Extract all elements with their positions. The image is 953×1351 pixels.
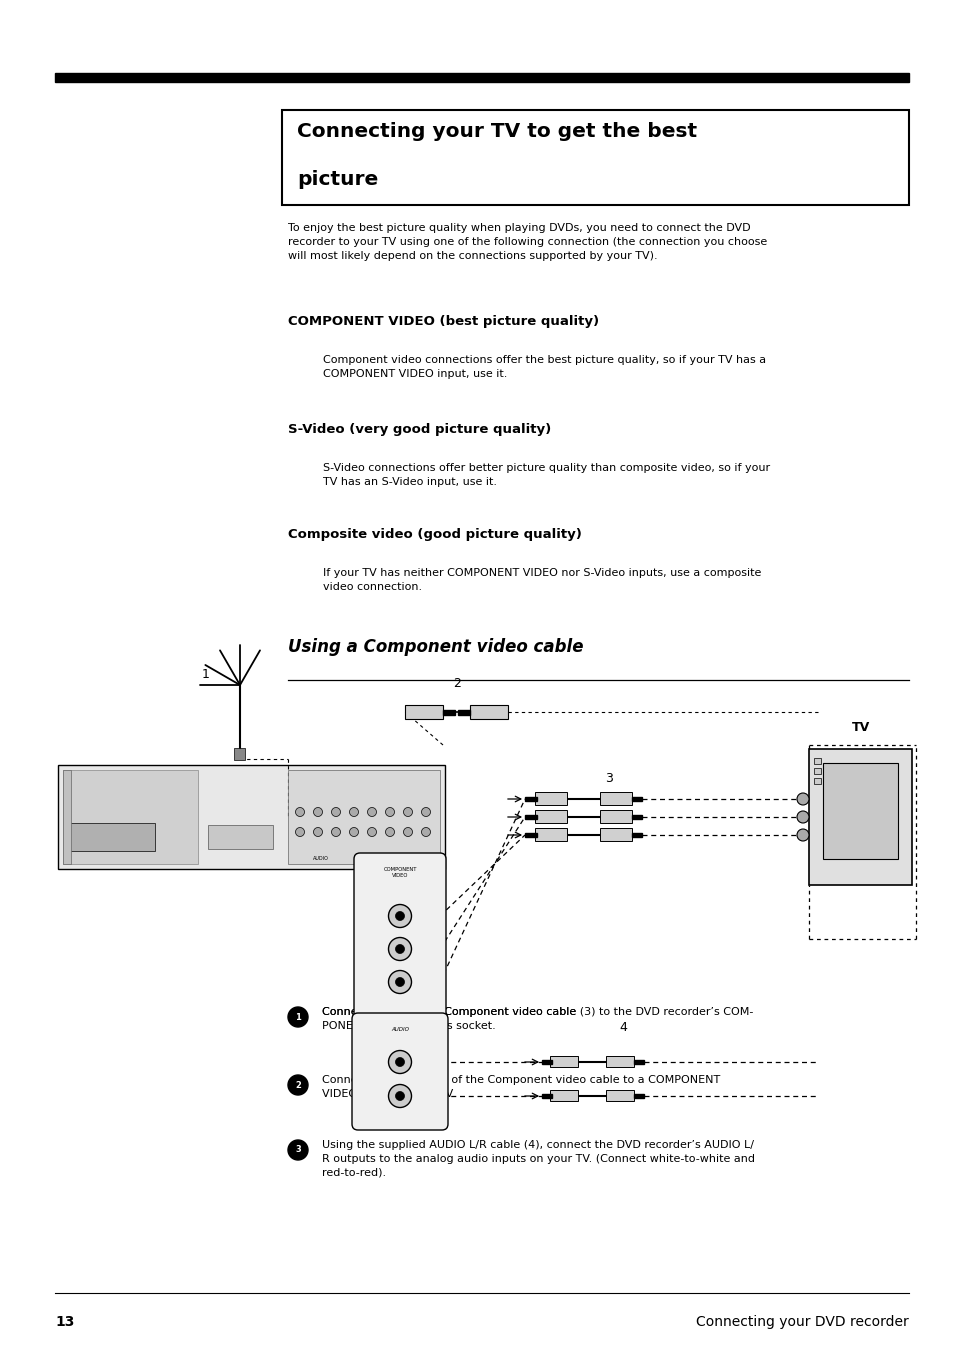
Text: Connect the other end of the Component video cable to a COMPONENT
VIDEO input on: Connect the other end of the Component v… xyxy=(322,1075,720,1098)
Bar xyxy=(524,797,537,801)
Circle shape xyxy=(403,808,412,816)
Circle shape xyxy=(367,808,376,816)
Circle shape xyxy=(388,938,411,961)
Circle shape xyxy=(796,811,808,823)
Circle shape xyxy=(367,828,376,836)
Bar xyxy=(58,765,444,869)
Bar xyxy=(208,825,273,848)
Text: S-Video (very good picture quality): S-Video (very good picture quality) xyxy=(288,423,551,436)
Bar xyxy=(634,1061,643,1065)
Bar xyxy=(55,73,908,82)
Bar xyxy=(405,705,442,719)
Text: Connect the supplied Component video cable: Connect the supplied Component video cab… xyxy=(322,1006,579,1017)
FancyBboxPatch shape xyxy=(352,1013,448,1129)
Bar xyxy=(442,709,455,715)
Circle shape xyxy=(395,944,404,954)
Bar xyxy=(822,763,897,859)
Circle shape xyxy=(349,828,358,836)
Bar xyxy=(605,1090,634,1101)
Circle shape xyxy=(288,1006,308,1027)
Bar xyxy=(550,1090,578,1101)
Text: 2: 2 xyxy=(294,1081,300,1089)
Text: 1: 1 xyxy=(202,669,210,681)
Circle shape xyxy=(403,828,412,836)
Text: AUDIO: AUDIO xyxy=(313,857,329,861)
Circle shape xyxy=(796,793,808,805)
Bar xyxy=(234,748,245,761)
Text: COMPONENT
VIDEO: COMPONENT VIDEO xyxy=(383,867,416,878)
Text: COMPONENT VIDEO (best picture quality): COMPONENT VIDEO (best picture quality) xyxy=(288,315,598,328)
Circle shape xyxy=(796,830,808,842)
Text: AUDIO: AUDIO xyxy=(391,1027,409,1032)
Circle shape xyxy=(314,828,322,836)
Bar xyxy=(808,748,911,885)
Text: 3: 3 xyxy=(604,773,612,785)
Bar xyxy=(524,832,537,838)
Bar xyxy=(63,770,198,865)
Bar xyxy=(813,758,821,765)
Bar xyxy=(634,1094,643,1098)
Bar xyxy=(813,778,821,784)
Circle shape xyxy=(388,1051,411,1074)
Text: 2: 2 xyxy=(453,677,461,690)
Bar xyxy=(288,770,439,865)
Circle shape xyxy=(395,1092,404,1101)
Text: To enjoy the best picture quality when playing DVDs, you need to connect the DVD: To enjoy the best picture quality when p… xyxy=(288,223,766,261)
Circle shape xyxy=(388,970,411,993)
Circle shape xyxy=(314,808,322,816)
Bar xyxy=(599,811,631,824)
Bar xyxy=(535,811,566,824)
Circle shape xyxy=(288,1075,308,1096)
Text: Using the supplied AUDIO L/R cable (4), connect the DVD recorder’s AUDIO L/
R ou: Using the supplied AUDIO L/R cable (4), … xyxy=(322,1140,754,1177)
Bar xyxy=(457,709,470,715)
Bar xyxy=(541,1061,552,1065)
Circle shape xyxy=(395,978,404,986)
Text: Connecting your TV to get the best: Connecting your TV to get the best xyxy=(296,122,697,141)
Bar xyxy=(631,815,641,819)
Text: 3: 3 xyxy=(294,1146,300,1155)
Bar xyxy=(599,828,631,842)
Bar xyxy=(605,1056,634,1067)
Text: Composite video (good picture quality): Composite video (good picture quality) xyxy=(288,528,581,540)
Circle shape xyxy=(295,828,304,836)
Bar xyxy=(813,767,821,774)
Text: TV: TV xyxy=(850,721,869,734)
FancyBboxPatch shape xyxy=(354,852,446,1020)
Circle shape xyxy=(421,808,430,816)
Bar xyxy=(470,705,507,719)
Circle shape xyxy=(288,1140,308,1161)
Bar xyxy=(282,109,908,205)
Circle shape xyxy=(385,828,395,836)
Text: 1: 1 xyxy=(294,1012,300,1021)
Bar xyxy=(524,815,537,819)
Text: Connect the supplied Component video cable (3) to the DVD recorder’s COM-
PONENT: Connect the supplied Component video cab… xyxy=(322,1006,753,1031)
Text: S-Video connections offer better picture quality than composite video, so if you: S-Video connections offer better picture… xyxy=(323,463,769,486)
Bar xyxy=(535,828,566,842)
Circle shape xyxy=(388,1085,411,1108)
Circle shape xyxy=(388,905,411,928)
Circle shape xyxy=(295,808,304,816)
Circle shape xyxy=(421,828,430,836)
Bar xyxy=(70,823,154,851)
Text: picture: picture xyxy=(296,170,377,189)
Bar xyxy=(550,1056,578,1067)
Circle shape xyxy=(395,912,404,920)
Text: If your TV has neither COMPONENT VIDEO nor S-Video inputs, use a composite
video: If your TV has neither COMPONENT VIDEO n… xyxy=(323,567,760,592)
Circle shape xyxy=(331,808,340,816)
Circle shape xyxy=(331,828,340,836)
Circle shape xyxy=(385,808,395,816)
Circle shape xyxy=(395,1058,404,1066)
Bar xyxy=(631,797,641,801)
Text: 13: 13 xyxy=(55,1315,74,1329)
Bar xyxy=(631,832,641,838)
Text: Using a Component video cable: Using a Component video cable xyxy=(288,638,583,657)
Bar xyxy=(535,793,566,805)
Text: 4: 4 xyxy=(618,1021,626,1034)
Bar xyxy=(599,793,631,805)
Text: Connecting your DVD recorder: Connecting your DVD recorder xyxy=(696,1315,908,1329)
Circle shape xyxy=(349,808,358,816)
Bar xyxy=(63,770,71,865)
Bar xyxy=(541,1094,552,1098)
Text: Component video connections offer the best picture quality, so if your TV has a
: Component video connections offer the be… xyxy=(323,355,765,380)
